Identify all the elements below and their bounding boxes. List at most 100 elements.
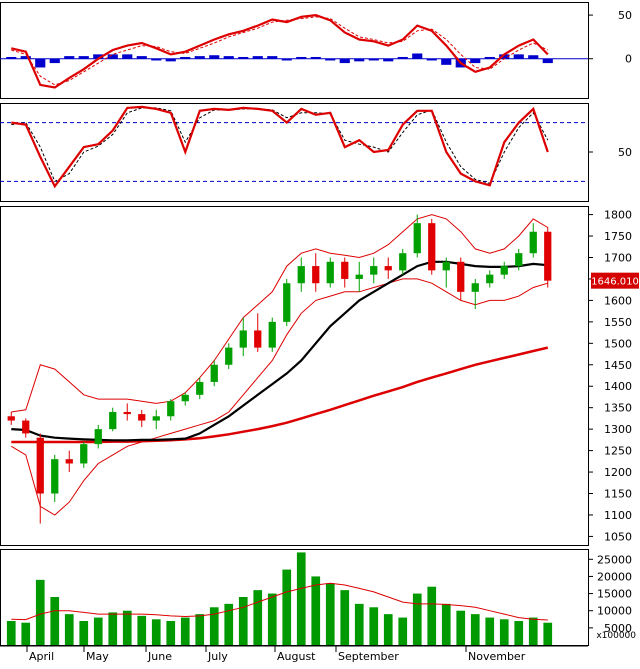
volume-bar (398, 617, 408, 645)
volume-bar (122, 610, 132, 645)
macd-histogram-bar (513, 54, 524, 59)
volume-bar (485, 617, 495, 645)
volume-bar (456, 610, 466, 645)
vol-tick-label: 5000 (604, 622, 632, 635)
price-tick-label: 1500 (604, 337, 632, 350)
x-axis-month-label: June (147, 650, 172, 663)
bollinger-lower (11, 278, 548, 516)
volume-unit-label: x100000 (596, 631, 636, 641)
candle-body (254, 330, 262, 348)
volume-bar (35, 579, 45, 645)
macd-histogram-bar (412, 53, 423, 59)
macd-histogram-bar (528, 55, 539, 59)
volume-bar (543, 622, 553, 645)
candle-body (312, 266, 320, 284)
price-tick-label: 1700 (604, 251, 632, 264)
volume-bar (195, 614, 205, 645)
stochastic-panel: 50 (0, 103, 632, 202)
macd-histogram-bar (354, 58, 365, 62)
candle-body (457, 261, 465, 292)
volume-bar (354, 603, 364, 645)
candle-body (355, 274, 363, 279)
macd-histogram-bar (310, 56, 321, 59)
volume-bar (470, 614, 480, 645)
volume-bar (514, 621, 524, 645)
volume-bar (253, 590, 263, 645)
volume-bar (50, 597, 60, 645)
macd-signal-line (11, 16, 549, 86)
last-price-tag (591, 272, 639, 289)
macd-histogram-bar (136, 56, 147, 59)
x-axis-month-label: May (86, 650, 109, 663)
macd-histogram-bar (296, 56, 307, 59)
last-price-label: 1646.010 (591, 277, 639, 288)
macd-histogram-bar (194, 56, 205, 59)
moving-average-short (11, 260, 548, 442)
volume-bar (499, 619, 509, 645)
candle-body (80, 444, 88, 464)
price-tick-label: 1050 (604, 530, 632, 543)
macd-histogram-bar (180, 56, 191, 59)
macd-line (11, 13, 549, 89)
candle-body (138, 414, 146, 421)
price-tick-label: 1400 (604, 380, 632, 393)
candle-body (65, 459, 73, 464)
price-tick-label: 1150 (604, 488, 632, 501)
price-tick-label: 1100 (604, 509, 632, 522)
candle-body (109, 411, 117, 430)
candle-body (283, 283, 291, 322)
moving-average-long (11, 346, 549, 444)
macd-tick-label: 50 (618, 9, 632, 22)
price-tick-label: 1600 (604, 294, 632, 307)
candle-body (22, 420, 30, 434)
volume-bar (325, 583, 335, 645)
x-axis-month-label: August (277, 650, 316, 663)
volume-bar (64, 614, 74, 645)
candle-body (123, 411, 131, 415)
macd-histogram-bar (64, 56, 75, 59)
volume-moving-average (11, 582, 548, 621)
vol-tick-label: 25000 (597, 553, 632, 566)
macd-histogram-bar (107, 54, 118, 59)
volume-bar (311, 576, 321, 645)
price-tick-label: 1550 (604, 316, 632, 329)
x-axis-month-label: November (468, 650, 526, 663)
volume-bar (180, 617, 190, 645)
volume-bar (427, 586, 437, 645)
volume-bar (93, 617, 103, 645)
candle-body (399, 253, 407, 271)
macd-panel: 50 0 (0, 2, 632, 99)
volume-bar (296, 552, 306, 645)
candle-body (500, 266, 508, 275)
macd-histogram-bar (93, 54, 104, 59)
volume-bar (369, 607, 379, 645)
candle-body (326, 261, 334, 284)
macd-histogram-bar (78, 56, 89, 59)
macd-histogram-bar (252, 56, 263, 59)
volume-bar (340, 590, 350, 645)
macd-histogram-bar (325, 58, 336, 61)
macd-histogram-bar (368, 58, 379, 61)
vol-tick-label: 20000 (597, 570, 632, 583)
macd-histogram-bar (542, 58, 553, 64)
candle-body (486, 274, 494, 284)
candle-body (167, 401, 175, 417)
candle-body (181, 394, 189, 402)
vol-tick-label: 15000 (597, 588, 632, 601)
macd-histogram-bar (426, 58, 437, 61)
x-axis-month-label: April (29, 650, 54, 663)
volume-bar (383, 614, 393, 645)
volume-bar (79, 621, 89, 645)
macd-histogram-bar (441, 58, 452, 65)
volume-bar (267, 593, 277, 645)
candle-body (51, 459, 59, 494)
volume-bar (166, 621, 176, 645)
candle-body (239, 330, 247, 348)
stoch-tick-label: 50 (618, 146, 632, 159)
stoch-signal-line (11, 107, 549, 184)
price-tick-label: 1300 (604, 423, 632, 436)
volume-bar (21, 622, 31, 645)
macd-histogram-bar (223, 56, 234, 59)
candle-body (297, 266, 305, 284)
